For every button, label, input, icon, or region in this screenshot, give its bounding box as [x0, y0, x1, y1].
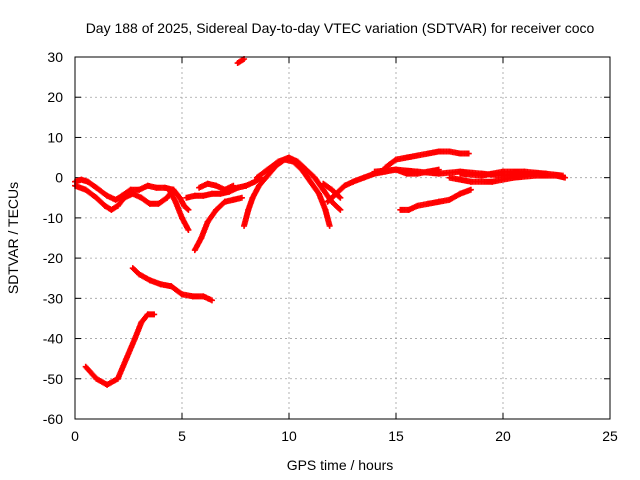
data-point-marker	[185, 226, 192, 233]
chart-title: Day 188 of 2025, Sidereal Day-to-day VTE…	[86, 20, 595, 36]
series-arc-h	[253, 154, 344, 213]
data-point-marker	[238, 194, 245, 201]
series-arc-l	[397, 186, 474, 213]
data-point-marker	[336, 205, 343, 212]
x-tick-label: 20	[495, 428, 511, 444]
series-arc-e	[191, 194, 245, 254]
series-arc-k	[382, 148, 472, 171]
series-arc-r	[234, 56, 248, 67]
data-point-marker	[465, 150, 472, 157]
series-arc-j	[320, 180, 344, 201]
data-point-marker	[208, 297, 215, 304]
data-point-marker	[185, 206, 192, 213]
series-arc-p	[82, 311, 158, 388]
x-tick-label: 0	[71, 428, 79, 444]
series-arc-o	[457, 168, 549, 179]
series-arc-n	[446, 172, 569, 185]
data-point-marker	[151, 311, 158, 318]
y-axis-label: SDTVAR / TECUs	[5, 182, 21, 294]
y-tick-label: -40	[43, 331, 63, 347]
y-tick-label: 20	[47, 89, 63, 105]
data-series	[72, 56, 569, 388]
series-arc-f	[196, 180, 237, 193]
data-point-marker	[467, 186, 474, 193]
series-arc-c	[166, 186, 192, 233]
y-tick-label: -30	[43, 290, 63, 306]
x-tick-label: 5	[178, 428, 186, 444]
x-tick-label: 15	[388, 428, 404, 444]
data-point-marker	[337, 194, 344, 201]
data-point-marker	[542, 170, 549, 177]
data-point-marker	[336, 193, 343, 200]
data-point-marker	[337, 206, 344, 213]
data-point-marker	[230, 182, 237, 189]
y-tick-label: -20	[43, 250, 63, 266]
y-tick-label: 0	[55, 170, 63, 186]
x-tick-label: 10	[281, 428, 297, 444]
plot-frame	[74, 56, 611, 420]
y-tick-label: -60	[43, 411, 63, 427]
series-arc-d	[183, 174, 265, 201]
y-tick-label: -10	[43, 210, 63, 226]
x-tick-label: 25	[602, 428, 618, 444]
axis-ticks: 0 5 10 15 20 25 -60 -50 -40 -30 -20 -10 0 10 20 30	[43, 49, 618, 444]
data-point-marker	[562, 174, 569, 181]
y-tick-label: 10	[47, 129, 63, 145]
data-point-marker	[184, 205, 191, 212]
series-arc-q	[129, 265, 215, 304]
y-tick-label: 30	[47, 49, 63, 65]
data-point-marker	[326, 222, 333, 229]
y-tick-label: -50	[43, 371, 63, 387]
x-axis-label: GPS time / hours	[287, 457, 394, 473]
grid-lines	[75, 57, 610, 419]
